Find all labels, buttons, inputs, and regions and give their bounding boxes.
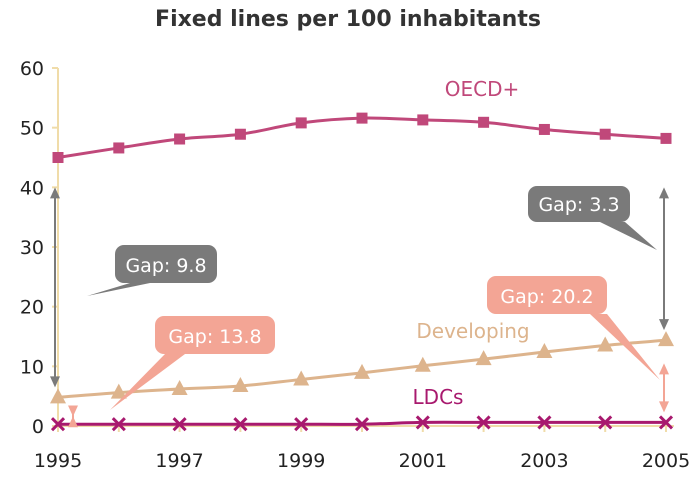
data-point xyxy=(598,415,613,430)
callout-label: Gap: 3.3 xyxy=(538,194,619,216)
data-point xyxy=(232,377,249,393)
x-tick-label: 1997 xyxy=(155,450,203,472)
callout-label: Gap: 20.2 xyxy=(500,286,593,308)
x-tick-label: 2005 xyxy=(642,450,689,472)
gap-arrow-head xyxy=(68,405,78,417)
series-label: OECD+ xyxy=(445,77,520,101)
data-point xyxy=(538,123,550,135)
data-point xyxy=(415,415,430,430)
data-point xyxy=(354,417,370,432)
gap-arrow-head xyxy=(659,363,669,375)
data-point xyxy=(597,336,614,352)
gap-arrow-head xyxy=(659,187,669,199)
data-point xyxy=(356,112,368,124)
gap-arrow xyxy=(659,363,669,413)
data-point xyxy=(414,356,431,372)
y-tick-label: 20 xyxy=(20,297,44,319)
data-point xyxy=(234,128,246,140)
gap-arrow-head xyxy=(659,401,669,413)
data-point xyxy=(537,415,552,430)
data-point xyxy=(110,383,127,399)
callout-box xyxy=(115,245,217,283)
callout-box xyxy=(155,316,275,354)
data-point xyxy=(113,142,125,154)
data-point xyxy=(174,133,186,145)
series-line xyxy=(57,116,667,159)
y-tick-label: 0 xyxy=(32,416,44,438)
data-point xyxy=(52,152,64,163)
data-point xyxy=(658,415,674,430)
callout-label: Gap: 9.8 xyxy=(125,255,206,277)
gap-arrow xyxy=(659,187,669,331)
series-label: LDCs xyxy=(413,385,464,409)
data-point-stroke xyxy=(233,417,248,432)
x-tick-label: 2001 xyxy=(399,450,447,472)
data-point xyxy=(295,117,307,129)
gap-arrow-head xyxy=(659,319,669,331)
data-point xyxy=(294,417,309,432)
y-tick-label: 30 xyxy=(20,237,44,259)
callout-box xyxy=(528,186,630,222)
x-tick-label: 1995 xyxy=(34,450,82,472)
series-ldcs: LDCs xyxy=(50,385,674,432)
data-point-stroke xyxy=(598,415,613,430)
gap-arrow xyxy=(50,187,60,388)
gap-arrow-head xyxy=(68,416,78,428)
callout-tail xyxy=(590,314,660,380)
gap-arrow-head xyxy=(50,187,60,199)
series-oecd-: OECD+ xyxy=(52,77,672,163)
x-tick-label: 1999 xyxy=(277,450,325,472)
series-label: Developing xyxy=(416,319,529,343)
callout-label: Gap: 13.8 xyxy=(168,326,261,348)
y-tick-label: 10 xyxy=(20,356,44,378)
gap-callout: Gap: 9.8 xyxy=(87,245,217,296)
gap-arrow xyxy=(68,405,78,428)
callout-tail xyxy=(110,354,185,410)
data-point xyxy=(476,415,491,430)
axes: 0 10 20 30 40 50 60 1995 1997 1999 2001 2003 2005 xyxy=(20,58,689,472)
data-point-stroke xyxy=(415,415,430,430)
data-point-stroke xyxy=(354,417,370,432)
data-point-stroke xyxy=(476,415,491,430)
callout-tail xyxy=(600,222,657,250)
x-tick-label: 2003 xyxy=(520,450,568,472)
y-tick-label: 50 xyxy=(20,118,44,140)
data-point xyxy=(354,363,370,379)
data-point xyxy=(171,380,188,396)
data-point xyxy=(417,114,429,126)
data-point xyxy=(50,417,66,432)
data-point xyxy=(50,388,66,404)
data-point xyxy=(475,350,492,366)
chart-title: Fixed lines per 100 inhabitants xyxy=(155,7,541,32)
y-tick-label: 40 xyxy=(20,177,44,199)
data-point xyxy=(233,417,248,432)
data-point xyxy=(599,128,611,140)
data-point-stroke xyxy=(111,417,126,432)
gap-arrow-head xyxy=(50,376,60,388)
data-point-stroke xyxy=(172,417,187,432)
gap-callout: Gap: 13.8 xyxy=(110,316,275,410)
data-point xyxy=(172,417,187,432)
data-point xyxy=(478,116,490,128)
series-layer: OECD+ Developing LDCs xyxy=(50,77,674,432)
callout-box xyxy=(487,276,607,314)
series-developing: Developing xyxy=(50,319,674,404)
data-point xyxy=(658,331,674,347)
data-point xyxy=(293,370,310,386)
gap-callout: Gap: 3.3 xyxy=(528,186,657,250)
data-point xyxy=(536,343,553,359)
annotation-layer: Gap: 9.8 Gap: 3.3 Gap: 13.8 Gap: 20.2 xyxy=(50,186,669,428)
y-tick-label: 60 xyxy=(20,58,44,80)
data-point xyxy=(111,417,126,432)
data-point-stroke xyxy=(658,415,674,430)
data-point-stroke xyxy=(50,417,66,432)
gap-callout: Gap: 20.2 xyxy=(487,276,660,380)
callout-tail xyxy=(87,283,150,296)
data-point xyxy=(660,132,672,144)
data-point-stroke xyxy=(537,415,552,430)
data-point-stroke xyxy=(294,417,309,432)
